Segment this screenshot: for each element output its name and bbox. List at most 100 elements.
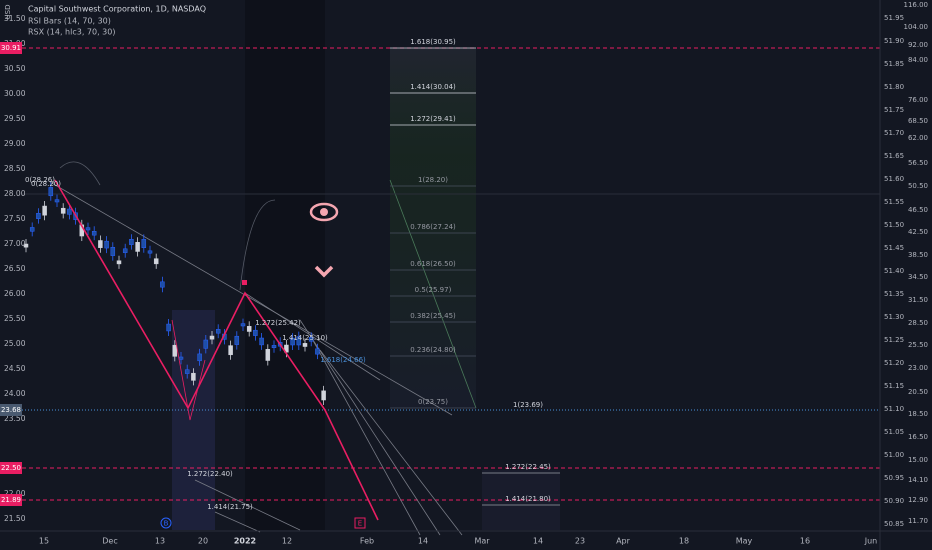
- candle-body: [85, 227, 91, 231]
- candle-body: [42, 205, 47, 216]
- right-axis-label: 76.00: [908, 96, 928, 104]
- right-axis-label: 51.05: [884, 428, 904, 436]
- candle-body: [265, 349, 271, 361]
- left-axis-label: 23.50: [4, 414, 26, 423]
- right-axis-label: 51.85: [884, 60, 904, 68]
- left-axis-label: 30.50: [4, 64, 26, 73]
- candle-body: [296, 336, 302, 346]
- right-axis-label: 51.55: [884, 198, 904, 206]
- candles: [23, 182, 326, 406]
- symbol-title: Capital Southwest Corporation, 1D, NASDA…: [28, 5, 206, 14]
- left-axis-label: 24.50: [4, 364, 26, 373]
- fib-level-label: 0.5(25.97): [415, 286, 452, 294]
- fib-level-label: 1(28.20): [418, 176, 448, 184]
- x-axis-label: 15: [39, 537, 49, 546]
- candle-body: [240, 323, 246, 327]
- right-axis-label: 51.60: [884, 175, 904, 183]
- candle-body: [191, 372, 196, 381]
- right-axis-label: 51.10: [884, 405, 904, 413]
- marker-badge: [160, 517, 172, 529]
- candle-body: [54, 199, 60, 203]
- candle-body: [271, 345, 277, 349]
- right-axis-label: 42.50: [908, 228, 928, 236]
- x-axis-label: Feb: [360, 537, 374, 546]
- candle-body: [110, 246, 116, 256]
- right-axis-label: 51.50: [884, 221, 904, 229]
- range-shade: [245, 0, 325, 530]
- right-axis-label: 104.00: [904, 23, 929, 31]
- fib-diagonal: [389, 179, 477, 409]
- range-shade: [172, 310, 215, 530]
- right-axis-label: 62.00: [908, 134, 928, 142]
- x-axis-label: 16: [800, 537, 810, 546]
- right-axis-label: 23.00: [908, 364, 928, 372]
- right-axis-label: 92.00: [908, 41, 928, 49]
- price-tag-label: 21.89: [1, 496, 21, 504]
- candle-body: [67, 208, 72, 215]
- x-axis-label: Jun: [864, 537, 878, 546]
- fib-level-label: 0.236(24.80): [410, 346, 456, 354]
- fib-level-label: 1.618(30.95): [410, 38, 456, 46]
- price-tag: [0, 462, 22, 474]
- right-axis-label: 15.00: [908, 456, 928, 464]
- candle-body: [116, 260, 122, 265]
- projection-label: 1(23.69): [513, 401, 543, 409]
- price-tag: [0, 42, 22, 54]
- right-axis-label: 11.70: [908, 517, 928, 525]
- right-axis-label: 16.50: [908, 433, 928, 441]
- candle-body: [308, 337, 314, 342]
- right-axis-label: 50.90: [884, 497, 904, 505]
- fib-level-label: 0.786(27.24): [410, 223, 456, 231]
- projection-label: 1.414(21.80): [505, 495, 551, 503]
- x-axis-label: 20: [198, 537, 208, 546]
- eye-icon: [309, 202, 339, 222]
- price-tag-label: 23.68: [1, 406, 21, 414]
- right-axis-label: 51.90: [884, 37, 904, 45]
- marker-label: E: [358, 520, 362, 528]
- left-axis-label: 31.50: [4, 14, 26, 23]
- candle-body: [215, 329, 221, 334]
- x-axis-label: 2022: [234, 537, 256, 546]
- x-axis-label: May: [736, 537, 753, 546]
- candle-body: [36, 213, 41, 219]
- candle-body: [91, 231, 97, 236]
- x-axis-label: 18: [679, 537, 689, 546]
- marker-badge: [354, 517, 366, 529]
- currency: USD: [4, 5, 12, 20]
- fib-level-label: 0(23.75): [418, 398, 448, 406]
- candle-body: [234, 335, 240, 345]
- right-axis-label: 51.20: [884, 359, 904, 367]
- candle-body: [178, 356, 184, 360]
- left-axis-label: 28.50: [4, 164, 26, 173]
- x-axis-label: 12: [282, 537, 292, 546]
- x-axis-label: Dec: [102, 537, 117, 546]
- left-axis-label: 21.50: [4, 514, 26, 523]
- price-tag: [0, 494, 22, 506]
- x-axis-label: Mar: [474, 537, 490, 546]
- candle-body: [172, 344, 178, 357]
- projection-label: 1.272(22.45): [505, 463, 551, 471]
- zigzag: [54, 179, 379, 521]
- left-axis-label: 26.00: [4, 289, 26, 298]
- right-axis-label: 51.45: [884, 244, 904, 252]
- right-axis-label: 51.40: [884, 267, 904, 275]
- left-axis-label: 28.00: [4, 189, 26, 198]
- right-axis-label: 51.00: [884, 451, 904, 459]
- candle-body: [141, 239, 147, 248]
- right-axis-label: 116.00: [904, 1, 929, 9]
- candle-body: [104, 240, 109, 249]
- candle-body: [122, 248, 128, 253]
- candle-body: [160, 281, 165, 288]
- right-axis-label: 56.50: [908, 159, 928, 167]
- left-axis-label: 30.00: [4, 89, 26, 98]
- x-axis-label: 13: [155, 537, 165, 546]
- right-axis-label: 51.25: [884, 336, 904, 344]
- x-axis-label: Apr: [616, 537, 631, 546]
- right-axis-label: 51.75: [884, 106, 904, 114]
- right-axis-label: 51.95: [884, 14, 904, 22]
- candle-body: [253, 329, 258, 336]
- left-axis-label: 25.50: [4, 314, 26, 323]
- price-tag-label: 22.50: [1, 464, 21, 472]
- x-axis-label: 14: [533, 537, 543, 546]
